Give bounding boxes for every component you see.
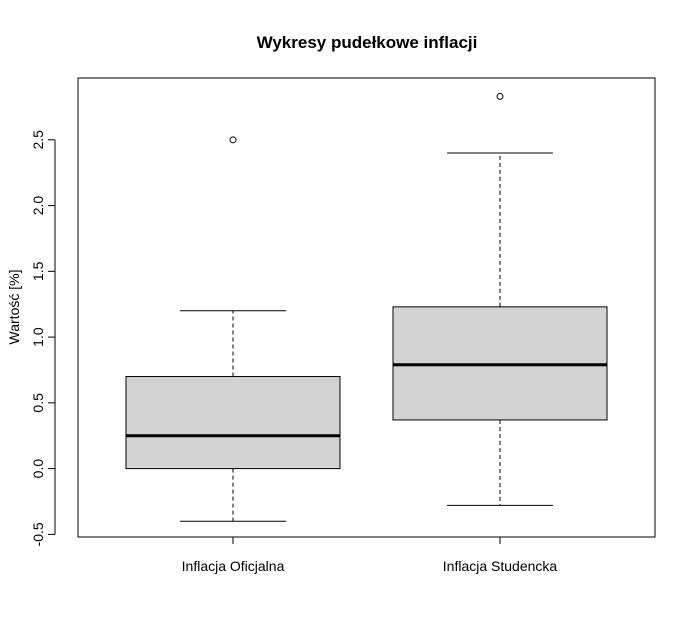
y-tick-label: 1.0 bbox=[30, 327, 46, 347]
chart-marks: -0.5 0.0 0.5 1.0 1.5 2.0 2.5 Inflacja Oficjalna… bbox=[30, 92, 608, 574]
chart-title: Wykresy pudełkowe inflacji bbox=[257, 33, 478, 52]
y-tick-label: 2.5 bbox=[30, 130, 46, 150]
box-group bbox=[125, 136, 341, 522]
outlier-point bbox=[496, 92, 504, 100]
x-tick-label: Inflacja Studencka bbox=[443, 558, 558, 574]
y-axis-label: Wartość [%] bbox=[6, 270, 22, 345]
y-tick-label: 0.5 bbox=[30, 393, 46, 413]
y-tick-label: 2.0 bbox=[30, 196, 46, 216]
x-tick-label: Inflacja Oficjalna bbox=[182, 558, 285, 574]
y-tick-label: -0.5 bbox=[30, 522, 46, 546]
y-tick-label: 0.0 bbox=[30, 459, 46, 479]
box-group bbox=[392, 92, 608, 506]
iqr-box bbox=[125, 376, 341, 470]
y-tick-label: 1.5 bbox=[30, 261, 46, 281]
outlier-point bbox=[229, 136, 237, 144]
